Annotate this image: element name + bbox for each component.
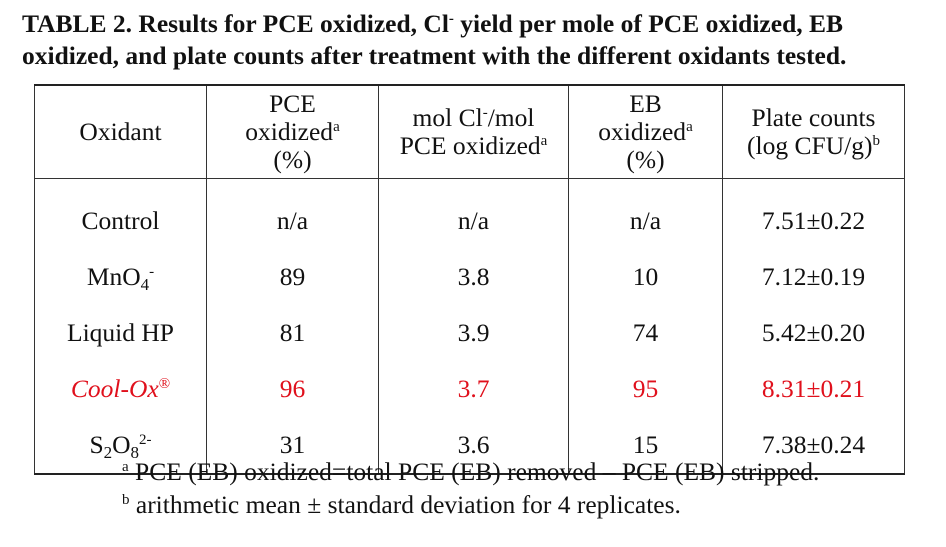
results-table: Oxidant PCE oxidizeda (%) mol Cl-/mol PC… [34, 84, 905, 475]
footnote-a: a PCE (EB) oxidized=total PCE (EB) remov… [122, 457, 820, 486]
cell-mol: 3.8 [378, 249, 569, 305]
cell-eb: 10 [568, 249, 723, 305]
caption-line-2: oxidized, and plate counts after treatme… [22, 41, 847, 70]
cell-oxidant: Cool-Ox® [34, 361, 207, 417]
header-pce-oxidized: PCE oxidizeda (%) [206, 84, 379, 179]
table-row: MnO4- 89 3.8 10 7.12±0.19 [34, 249, 905, 305]
table-caption: TABLE 2. Results for PCE oxidized, Cl- y… [22, 8, 934, 72]
caption-line-1: TABLE 2. Results for PCE oxidized, Cl- y… [22, 9, 844, 38]
cell-oxidant: S2O82- [34, 417, 207, 475]
table-row: Control n/a n/a n/a 7.51±0.22 [34, 178, 905, 249]
cell-pce: n/a [206, 178, 379, 249]
cell-mol: n/a [378, 178, 569, 249]
header-eb-oxidized: EB oxidizeda (%) [568, 84, 723, 179]
cell-plate: 8.31±0.21 [722, 361, 905, 417]
cell-pce: 96 [206, 361, 379, 417]
cell-pce: 81 [206, 305, 379, 361]
table-row: Liquid HP 81 3.9 74 5.42±0.20 [34, 305, 905, 361]
cell-oxidant: Liquid HP [34, 305, 207, 361]
cell-pce: 31 [206, 417, 379, 475]
header-plate-counts: Plate counts (log CFU/g)b [722, 84, 905, 179]
cell-pce: 89 [206, 249, 379, 305]
table-row: S2O82- 31 3.6 15 7.38±0.24 [34, 417, 905, 475]
table-footnotes: a PCE (EB) oxidized=total PCE (EB) remov… [122, 455, 819, 521]
cell-eb: 74 [568, 305, 723, 361]
cell-eb: n/a [568, 178, 723, 249]
header-row: Oxidant PCE oxidizeda (%) mol Cl-/mol PC… [34, 84, 905, 179]
cell-plate: 5.42±0.20 [722, 305, 905, 361]
cell-oxidant: MnO4- [34, 249, 207, 305]
footnote-b: b arithmetic mean ± standard deviation f… [122, 490, 681, 519]
cell-mol: 3.7 [378, 361, 569, 417]
cell-eb: 15 [568, 417, 723, 475]
cell-plate: 7.12±0.19 [722, 249, 905, 305]
header-oxidant: Oxidant [34, 84, 207, 179]
cell-mol: 3.9 [378, 305, 569, 361]
cell-oxidant: Control [34, 178, 207, 249]
cell-eb: 95 [568, 361, 723, 417]
cell-plate: 7.38±0.24 [722, 417, 905, 475]
header-mol-cl-per-mol: mol Cl-/mol PCE oxidizeda [378, 84, 569, 179]
cell-plate: 7.51±0.22 [722, 178, 905, 249]
table-row-highlighted: Cool-Ox® 96 3.7 95 8.31±0.21 [34, 361, 905, 417]
cell-mol: 3.6 [378, 417, 569, 475]
